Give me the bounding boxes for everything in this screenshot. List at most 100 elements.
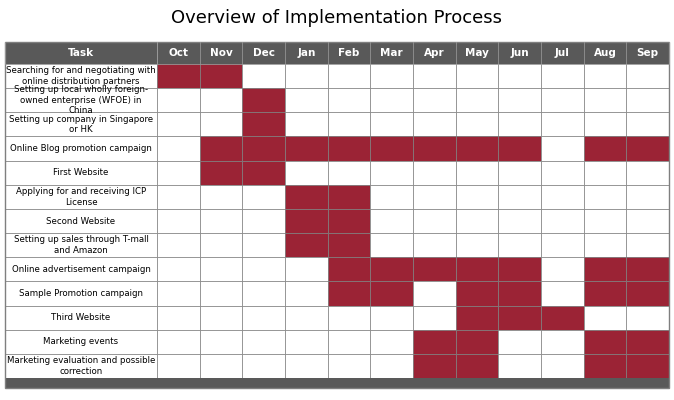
FancyBboxPatch shape [285, 306, 328, 330]
FancyBboxPatch shape [456, 354, 498, 378]
FancyBboxPatch shape [626, 257, 669, 281]
FancyBboxPatch shape [498, 42, 541, 64]
FancyBboxPatch shape [584, 185, 626, 209]
FancyBboxPatch shape [584, 306, 626, 330]
Text: Task: Task [68, 48, 94, 58]
FancyBboxPatch shape [285, 185, 328, 209]
FancyBboxPatch shape [584, 64, 626, 88]
FancyBboxPatch shape [5, 257, 157, 281]
FancyBboxPatch shape [200, 306, 243, 330]
FancyBboxPatch shape [243, 112, 285, 136]
FancyBboxPatch shape [157, 112, 200, 136]
Text: Searching for and negotiating with
online distribution partners: Searching for and negotiating with onlin… [6, 66, 156, 86]
FancyBboxPatch shape [5, 233, 157, 257]
FancyBboxPatch shape [626, 161, 669, 185]
FancyBboxPatch shape [584, 257, 626, 281]
FancyBboxPatch shape [5, 306, 157, 330]
FancyBboxPatch shape [541, 233, 584, 257]
FancyBboxPatch shape [285, 112, 328, 136]
FancyBboxPatch shape [285, 88, 328, 112]
FancyBboxPatch shape [541, 330, 584, 354]
FancyBboxPatch shape [626, 354, 669, 378]
Text: Mar: Mar [380, 48, 403, 58]
FancyBboxPatch shape [370, 136, 413, 161]
FancyBboxPatch shape [243, 281, 285, 306]
FancyBboxPatch shape [626, 330, 669, 354]
FancyBboxPatch shape [285, 281, 328, 306]
FancyBboxPatch shape [498, 281, 541, 306]
FancyBboxPatch shape [584, 88, 626, 112]
FancyBboxPatch shape [584, 354, 626, 378]
Text: Applying for and receiving ICP
License: Applying for and receiving ICP License [16, 187, 146, 206]
FancyBboxPatch shape [200, 257, 243, 281]
FancyBboxPatch shape [5, 136, 157, 161]
FancyBboxPatch shape [413, 209, 456, 233]
FancyBboxPatch shape [370, 64, 413, 88]
FancyBboxPatch shape [541, 306, 584, 330]
FancyBboxPatch shape [157, 161, 200, 185]
FancyBboxPatch shape [5, 112, 157, 136]
Text: Online advertisement campaign: Online advertisement campaign [11, 265, 150, 274]
FancyBboxPatch shape [157, 354, 200, 378]
FancyBboxPatch shape [541, 281, 584, 306]
FancyBboxPatch shape [243, 161, 285, 185]
Text: Third Website: Third Website [51, 313, 111, 322]
FancyBboxPatch shape [5, 378, 669, 388]
FancyBboxPatch shape [541, 64, 584, 88]
FancyBboxPatch shape [498, 330, 541, 354]
FancyBboxPatch shape [243, 64, 285, 88]
FancyBboxPatch shape [157, 88, 200, 112]
FancyBboxPatch shape [5, 281, 157, 306]
FancyBboxPatch shape [328, 88, 370, 112]
FancyBboxPatch shape [5, 64, 157, 88]
FancyBboxPatch shape [498, 233, 541, 257]
FancyBboxPatch shape [328, 112, 370, 136]
FancyBboxPatch shape [328, 185, 370, 209]
Text: First Website: First Website [53, 168, 109, 177]
FancyBboxPatch shape [541, 185, 584, 209]
FancyBboxPatch shape [200, 161, 243, 185]
FancyBboxPatch shape [626, 136, 669, 161]
FancyBboxPatch shape [413, 233, 456, 257]
FancyBboxPatch shape [328, 354, 370, 378]
Text: Sep: Sep [637, 48, 658, 58]
FancyBboxPatch shape [328, 161, 370, 185]
FancyBboxPatch shape [413, 136, 456, 161]
FancyBboxPatch shape [584, 281, 626, 306]
FancyBboxPatch shape [328, 233, 370, 257]
FancyBboxPatch shape [584, 112, 626, 136]
FancyBboxPatch shape [498, 354, 541, 378]
FancyBboxPatch shape [243, 354, 285, 378]
FancyBboxPatch shape [5, 330, 157, 354]
FancyBboxPatch shape [584, 136, 626, 161]
FancyBboxPatch shape [5, 161, 157, 185]
FancyBboxPatch shape [626, 209, 669, 233]
FancyBboxPatch shape [157, 42, 200, 64]
FancyBboxPatch shape [456, 42, 498, 64]
FancyBboxPatch shape [456, 306, 498, 330]
FancyBboxPatch shape [200, 281, 243, 306]
FancyBboxPatch shape [456, 161, 498, 185]
FancyBboxPatch shape [243, 42, 285, 64]
FancyBboxPatch shape [285, 64, 328, 88]
Text: Setting up sales through T-mall
and Amazon: Setting up sales through T-mall and Amaz… [13, 236, 148, 255]
FancyBboxPatch shape [200, 42, 243, 64]
FancyBboxPatch shape [413, 354, 456, 378]
Text: Jan: Jan [297, 48, 315, 58]
FancyBboxPatch shape [584, 42, 626, 64]
Text: May: May [465, 48, 489, 58]
FancyBboxPatch shape [370, 281, 413, 306]
FancyBboxPatch shape [328, 64, 370, 88]
FancyBboxPatch shape [413, 42, 456, 64]
FancyBboxPatch shape [498, 306, 541, 330]
FancyBboxPatch shape [456, 64, 498, 88]
FancyBboxPatch shape [456, 88, 498, 112]
Text: Online Blog promotion campaign: Online Blog promotion campaign [10, 144, 152, 153]
FancyBboxPatch shape [328, 257, 370, 281]
FancyBboxPatch shape [157, 257, 200, 281]
FancyBboxPatch shape [243, 306, 285, 330]
FancyBboxPatch shape [200, 354, 243, 378]
FancyBboxPatch shape [157, 136, 200, 161]
FancyBboxPatch shape [541, 42, 584, 64]
FancyBboxPatch shape [413, 281, 456, 306]
